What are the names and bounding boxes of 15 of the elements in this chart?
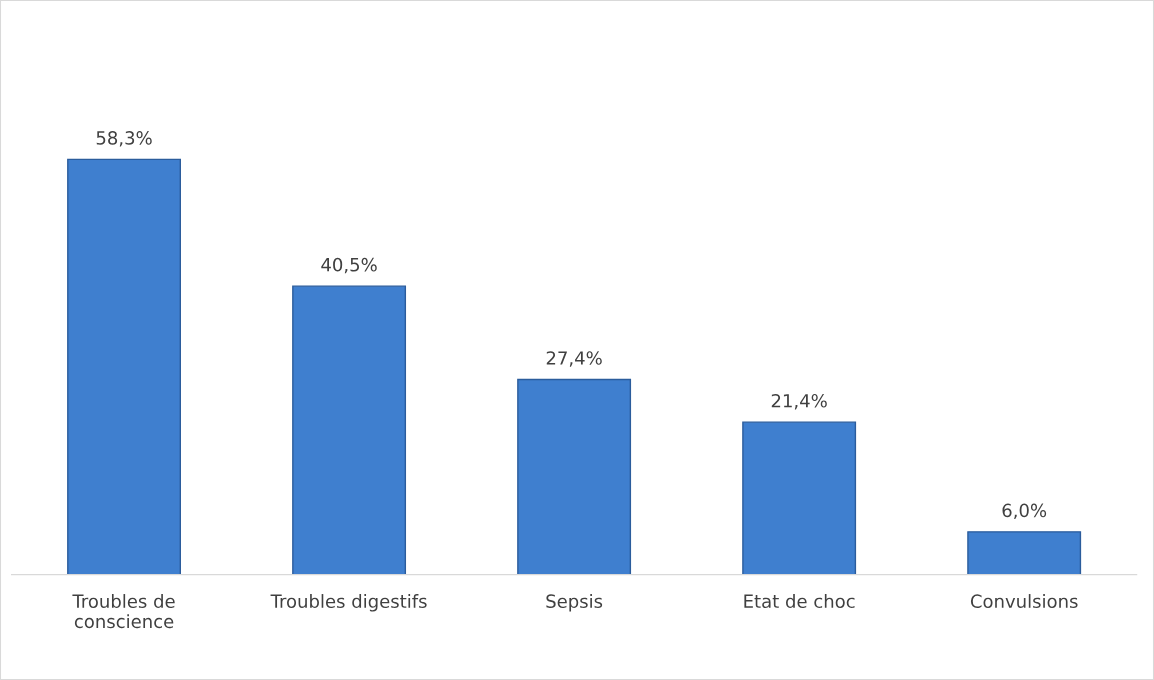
x-tick-label: Troubles digestifs [270, 594, 427, 612]
data-label: 58,3% [96, 131, 152, 147]
x-tick-label: Sepsis [546, 594, 603, 612]
data-label: 27,4% [546, 351, 602, 367]
bar [742, 421, 857, 575]
data-label: 6,0% [1002, 503, 1047, 520]
data-label: 21,4% [771, 393, 827, 410]
bar [517, 378, 632, 575]
x-tick-label: Convulsions [970, 594, 1078, 609]
data-label: 40,5% [321, 257, 377, 274]
bar [967, 531, 1082, 575]
x-tick-label: Troubles de conscience [72, 594, 175, 629]
bar [67, 158, 182, 575]
x-tick-label: Etat de choc [744, 594, 855, 609]
bar [292, 285, 407, 575]
